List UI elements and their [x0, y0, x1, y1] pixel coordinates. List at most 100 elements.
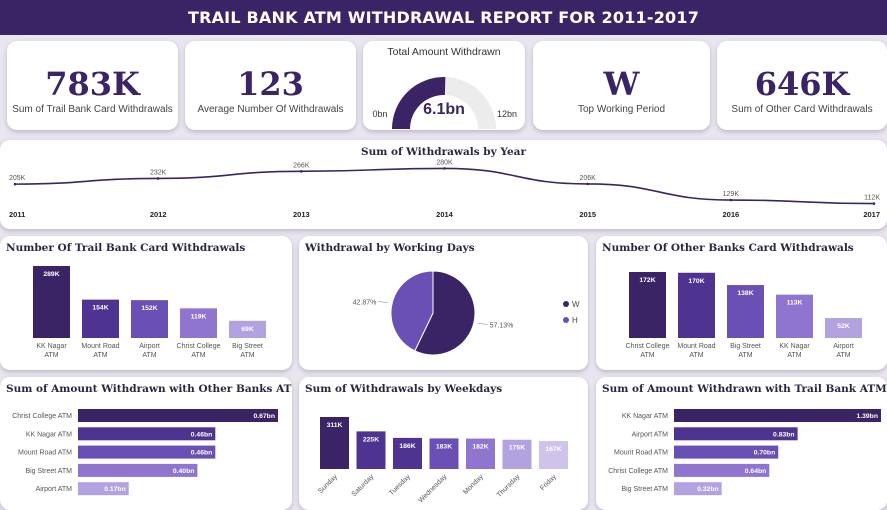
data-label: 0.70bn	[754, 450, 776, 457]
bar	[78, 482, 129, 496]
x-tick-label-line2: ATM	[44, 352, 58, 359]
data-label: 205K	[9, 175, 26, 182]
chart-title: Sum of Amount Withdrawn with Other Banks…	[6, 383, 292, 395]
chart-title: Sum of Withdrawals by Weekdays	[305, 383, 503, 395]
data-label: 0.67bn	[253, 413, 275, 420]
data-label: 0.46bn	[191, 431, 213, 438]
data-label: 182K	[472, 444, 488, 451]
bar-chart: 311K Sunday 225K Saturday 186K Tuesday 183K Wed…	[317, 417, 568, 504]
data-point	[586, 182, 589, 186]
x-tick-label-line1: Mount Road	[677, 343, 715, 350]
chart-card-weekdays: Sum of Withdrawals by Weekdays 311K Sunda…	[299, 377, 588, 510]
kpi-card-top-period: W Top Working Period	[533, 41, 710, 130]
legend-marker	[563, 317, 569, 323]
x-tick-label-line2: ATM	[191, 352, 205, 359]
data-label: 186K	[399, 443, 415, 450]
bar	[539, 441, 568, 469]
data-label: 0.64bn	[745, 468, 767, 475]
chart-card-working-days: Withdrawal by Working Days 57.13% 42.87% W…	[299, 236, 588, 370]
x-tick-label: 2017	[863, 210, 880, 219]
gauge-title: Total Amount Withdrawn	[387, 46, 500, 58]
kpi-label: Sum of Trail Bank Card Withdrawals	[12, 104, 173, 115]
data-label: 172K	[639, 277, 655, 284]
data-label: 0.83bn	[773, 431, 795, 438]
series-line	[14, 167, 875, 205]
gauge-value-label: 6.1bn	[423, 101, 465, 118]
kpi-value: 123	[237, 65, 304, 103]
bar	[674, 409, 881, 422]
x-tick-label-line1: Mount Road	[81, 343, 119, 350]
x-tick-label: 2013	[293, 210, 310, 219]
data-point	[13, 182, 17, 186]
data-point	[729, 198, 733, 202]
chart-title: Sum of Withdrawals by Year	[360, 146, 526, 158]
data-label: 266K	[293, 162, 310, 169]
data-point	[872, 202, 876, 205]
kpi-value: 783K	[45, 65, 140, 103]
gauge-card-total-amount: Total Amount Withdrawn 6.1bn 0bn 12bn	[363, 41, 525, 130]
data-label: 170K	[688, 278, 704, 285]
kpi-label: Average Number Of Withdrawals	[197, 104, 344, 115]
bar	[674, 482, 722, 496]
bar	[78, 427, 216, 441]
gauge-max-label: 12bn	[497, 109, 517, 119]
data-label: 225K	[363, 436, 379, 443]
gauge-min-label: 0bn	[372, 109, 387, 119]
data-label: 1.39bn	[856, 413, 878, 420]
data-label: 69K	[241, 326, 254, 333]
y-tick-label: Christ College ATM	[12, 413, 72, 420]
x-tick-label: 2015	[579, 210, 596, 219]
bar	[727, 285, 764, 338]
horizontal-bar-chart: KK Nagar ATM 1.39bn Airport ATM 0.83bn Mount…	[608, 409, 881, 496]
x-tick-label-line1: KK Nagar	[779, 343, 810, 350]
bar	[502, 439, 532, 469]
x-tick-label-line2: ATM	[142, 352, 156, 359]
bar	[674, 427, 798, 441]
bar	[320, 417, 349, 469]
data-label: 129K	[723, 191, 740, 198]
chart-title: Number Of Trail Bank Card Withdrawals	[6, 242, 246, 254]
x-tick-label-line2: ATM	[640, 352, 654, 359]
y-tick-label: Airport ATM	[632, 431, 669, 438]
chart-title: Number Of Other Banks Card Withdrawals	[602, 242, 854, 254]
bar	[678, 272, 715, 338]
data-label: 0.46bn	[191, 450, 213, 457]
x-tick-label-line2: ATM	[689, 352, 703, 359]
bar-chart: 289K KK Nagar ATM 154K Mount Road ATM 152K Airp…	[33, 266, 266, 359]
bar	[229, 320, 266, 338]
x-tick-label-line1: Christ College	[626, 343, 670, 350]
chart-card-amount-trail: Sum of Amount Withdrawn with Trail Bank …	[596, 377, 887, 510]
bar	[131, 300, 168, 338]
bar	[776, 294, 813, 338]
kpi-label: Top Working Period	[577, 104, 666, 115]
leader-line	[477, 322, 488, 325]
horizontal-bar-chart: Christ College ATM 0.67bn KK Nagar ATM 0.46…	[12, 409, 278, 496]
data-label: 311K	[327, 422, 343, 429]
data-label: 183K	[436, 443, 452, 450]
x-tick-label-line1: Airport	[139, 343, 160, 350]
x-tick-label-line1: Big Street	[730, 343, 761, 350]
legend-label: W	[572, 300, 580, 309]
bar	[78, 409, 278, 422]
y-tick-label: Mount Road ATM	[614, 450, 668, 457]
pie-slice-w	[414, 270, 476, 356]
data-point	[156, 177, 160, 180]
bar	[356, 431, 386, 469]
chart-title: Sum of Amount Withdrawn with Trail Bank …	[602, 383, 887, 395]
x-tick-label: Thursday	[496, 473, 522, 499]
y-tick-label: Big Street ATM	[25, 468, 72, 475]
x-tick-label: Sunday	[317, 473, 339, 495]
kpi-value: W	[603, 65, 640, 103]
data-label: 42.87%	[353, 299, 377, 306]
legend-label: H	[572, 316, 578, 325]
bar	[629, 272, 666, 338]
data-label: 113K	[787, 300, 803, 307]
data-label: 0.32bn	[697, 486, 719, 493]
report-title: TRAIL BANK ATM WITHDRAWAL REPORT FOR 201…	[0, 0, 887, 35]
x-tick-label-line1: Airport	[833, 343, 854, 350]
y-tick-label: Big Street ATM	[621, 486, 668, 493]
chart-card-other-card: Number Of Other Banks Card Withdrawals 1…	[596, 236, 887, 370]
line-chart: 205K 2011 232K 2012 266K 2013 280K 2014 206K 2015…	[9, 159, 880, 219]
x-tick-label-line2: ATM	[240, 352, 254, 359]
chart-title: Withdrawal by Working Days	[305, 242, 475, 254]
